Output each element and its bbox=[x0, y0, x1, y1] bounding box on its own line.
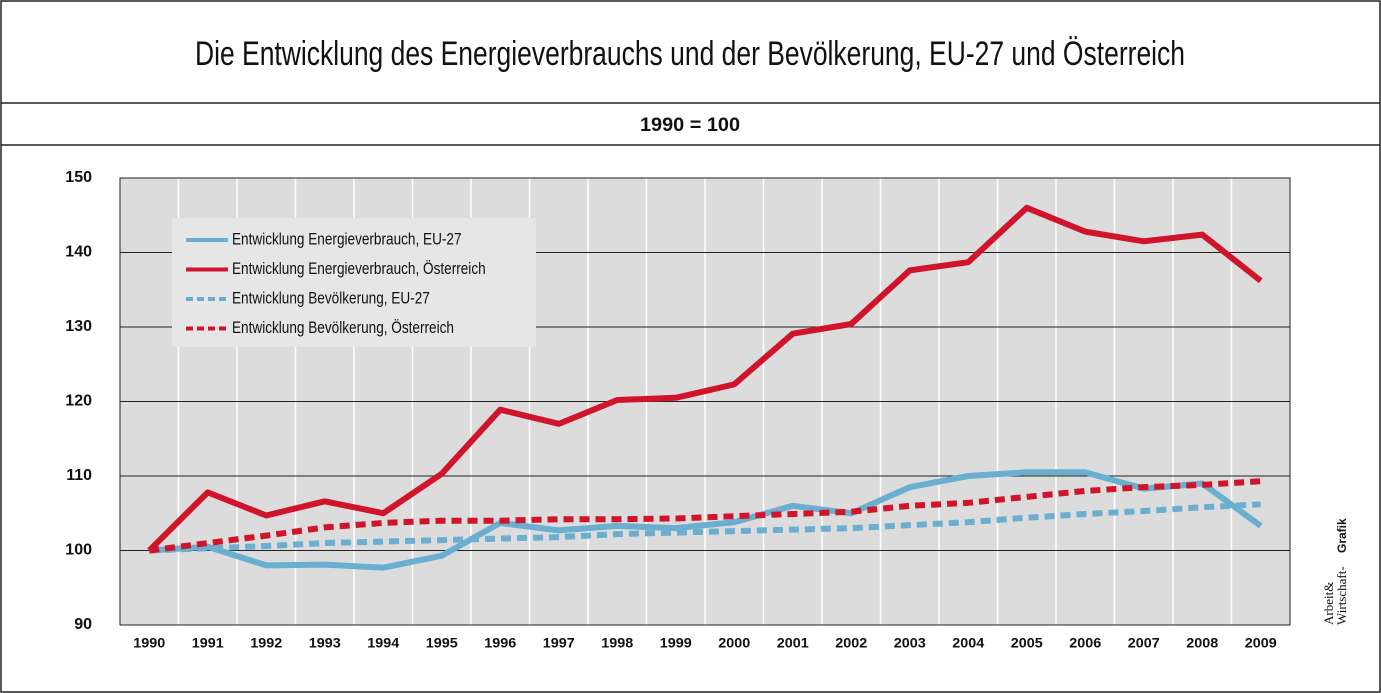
x-tick-label: 1996 bbox=[484, 635, 516, 651]
credit-text: Grafik bbox=[1335, 518, 1349, 553]
y-tick-label: 130 bbox=[65, 318, 92, 335]
x-tick-label: 1993 bbox=[309, 635, 341, 651]
x-tick-label: 1990 bbox=[133, 635, 165, 651]
x-tick-label: 2006 bbox=[1069, 635, 1101, 651]
series-line bbox=[149, 469, 1263, 571]
credit-text: Arbeit& bbox=[1321, 582, 1336, 625]
legend-box bbox=[172, 218, 536, 347]
y-tick-label: 140 bbox=[65, 244, 92, 261]
legend-label: Entwicklung Bevölkerung, Österreich bbox=[232, 318, 454, 338]
y-tick-label: 150 bbox=[65, 169, 92, 186]
legend-label: Entwicklung Energieverbrauch, EU-27 bbox=[232, 230, 462, 249]
x-tick-label: 1991 bbox=[192, 635, 224, 651]
credit: Arbeit& Wirtschaft- Grafik bbox=[1321, 518, 1349, 625]
x-tick-label: 2003 bbox=[894, 635, 926, 651]
chart-title: Die Entwicklung des Energieverbrauchs un… bbox=[195, 35, 1185, 73]
chart-subtitle: 1990 = 100 bbox=[640, 115, 740, 136]
y-tick-label: 90 bbox=[74, 616, 92, 633]
x-tick-label: 1998 bbox=[601, 635, 633, 651]
x-tick-label: 1994 bbox=[367, 635, 399, 651]
credit-text: Wirtschaft- bbox=[1334, 566, 1349, 625]
x-tick-label: 2000 bbox=[718, 635, 750, 651]
x-tick-label: 2008 bbox=[1186, 635, 1218, 651]
y-tick-label: 100 bbox=[65, 542, 92, 559]
x-tick-label: 2005 bbox=[1011, 635, 1043, 651]
y-tick-label: 120 bbox=[65, 393, 92, 410]
x-tick-label: 1995 bbox=[426, 635, 458, 651]
series-line bbox=[147, 204, 1263, 553]
y-tick-label: 110 bbox=[66, 467, 92, 484]
legend-label: Entwicklung Bevölkerung, EU-27 bbox=[232, 289, 430, 308]
x-tick-label: 2001 bbox=[777, 635, 809, 651]
x-tick-label: 1992 bbox=[250, 635, 282, 651]
series-line bbox=[148, 478, 1261, 554]
legend-label: Entwicklung Energieverbrauch, Österreich bbox=[232, 259, 486, 279]
x-tick-label: 2004 bbox=[952, 635, 984, 651]
x-tick-label: 2007 bbox=[1128, 635, 1160, 651]
x-tick-label: 1997 bbox=[543, 635, 575, 651]
x-tick-label: 1999 bbox=[660, 635, 692, 651]
x-tick-label: 2009 bbox=[1245, 635, 1277, 651]
series-line bbox=[149, 501, 1261, 554]
x-tick-label: 2002 bbox=[835, 635, 867, 651]
